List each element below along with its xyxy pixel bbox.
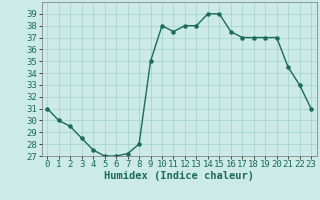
X-axis label: Humidex (Indice chaleur): Humidex (Indice chaleur) [104,171,254,181]
